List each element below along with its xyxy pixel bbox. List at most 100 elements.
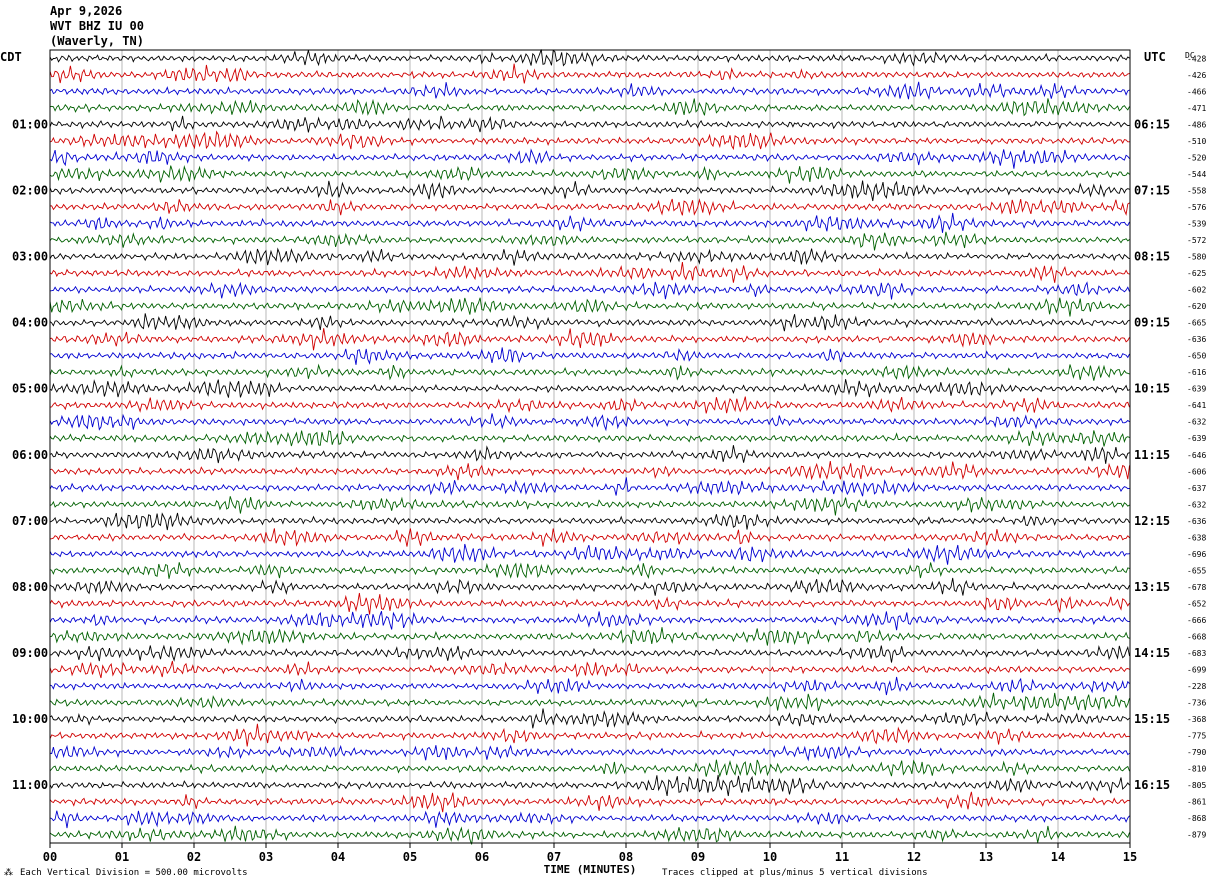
dc-offset-value: -641: [1187, 401, 1206, 410]
seismic-trace: [49, 49, 1130, 67]
dc-offset-value: -620: [1187, 302, 1206, 311]
dc-offset-value: -228: [1187, 682, 1206, 691]
utc-hour-label: 10:15: [1134, 382, 1170, 396]
seismic-trace: [49, 396, 1130, 414]
cdt-hour-label: 07:00: [12, 514, 48, 528]
cdt-hour-label: 10:00: [12, 712, 48, 726]
seismic-trace: [49, 825, 1130, 845]
seismic-trace: [49, 577, 1130, 596]
seismic-trace: [49, 198, 1130, 216]
seismic-trace: [49, 759, 1130, 778]
grid: [49, 50, 1131, 848]
seismic-trace: [49, 413, 1130, 432]
dc-offset-value: -683: [1187, 649, 1206, 658]
cdt-hour-label: 05:00: [12, 382, 48, 396]
x-tick-label: 14: [1051, 850, 1065, 864]
dc-offset-value: -652: [1187, 599, 1206, 608]
seismic-trace: [49, 247, 1130, 266]
x-tick-label: 11: [835, 850, 849, 864]
dc-offset-value: -632: [1187, 418, 1206, 427]
dc-offset-value: -368: [1187, 715, 1206, 724]
seismic-trace: [49, 180, 1130, 202]
cdt-hour-label: 03:00: [12, 250, 48, 264]
dc-offset-value: -665: [1187, 319, 1206, 328]
clip-note: Traces clipped at plus/minus 5 vertical …: [662, 868, 928, 878]
dc-offset-value: -520: [1187, 153, 1206, 162]
seismic-trace: [49, 562, 1130, 579]
x-tick-label: 07: [547, 850, 561, 864]
traces: [49, 49, 1130, 845]
dc-offset-value: -790: [1187, 748, 1206, 757]
seismic-trace: [49, 81, 1130, 101]
dc-offset-value: -558: [1187, 186, 1206, 195]
dc-offset-value: -576: [1187, 203, 1206, 212]
utc-hour-label: 16:15: [1134, 778, 1170, 792]
dc-offset-value: -868: [1187, 814, 1206, 823]
seismic-trace: [49, 445, 1130, 464]
x-tick-label: 03: [259, 850, 273, 864]
dc-offset-value: -879: [1187, 831, 1206, 840]
dc-offset-value: -572: [1187, 236, 1206, 245]
dc-offset-value: -696: [1187, 550, 1206, 559]
dc-offset-value: -699: [1187, 666, 1206, 675]
x-tick-label: 12: [907, 850, 921, 864]
cdt-hour-label: 04:00: [12, 316, 48, 330]
seismic-trace: [49, 63, 1130, 84]
dc-offset-value: -646: [1187, 451, 1206, 460]
seismic-trace: [49, 212, 1130, 233]
dc-offset-value: -805: [1187, 781, 1206, 790]
utc-hour-label: 08:15: [1134, 250, 1170, 264]
seismic-trace: [49, 644, 1130, 663]
x-tick-label: 13: [979, 850, 993, 864]
utc-hour-label: 13:15: [1134, 580, 1170, 594]
utc-hour-label: 14:15: [1134, 646, 1170, 660]
dc-offset-value: -638: [1187, 533, 1206, 542]
seismic-trace: [49, 429, 1130, 447]
seismic-trace: [49, 281, 1130, 300]
x-tick-label: 08: [619, 850, 633, 864]
seismic-trace: [49, 347, 1130, 365]
seismic-trace: [49, 379, 1130, 398]
dc-offset-value: -655: [1187, 566, 1206, 575]
cdt-hour-label: 08:00: [12, 580, 48, 594]
seismic-trace: [49, 262, 1130, 283]
seismic-trace: [49, 98, 1130, 117]
dc-offset-value: -625: [1187, 269, 1206, 278]
dc-offset-value: -616: [1187, 368, 1206, 377]
seismic-trace: [49, 676, 1130, 696]
cdt-hour-label: 09:00: [12, 646, 48, 660]
dc-offset-value: -426: [1187, 71, 1206, 80]
cdt-hour-label: 02:00: [12, 183, 48, 197]
seismic-trace: [50, 627, 1130, 646]
x-tick-label: 00: [43, 850, 57, 864]
dc-offset-value: -668: [1187, 632, 1206, 641]
seismic-trace: [49, 592, 1130, 615]
seismic-trace: [49, 611, 1130, 631]
seismic-trace: [49, 723, 1130, 747]
seismic-trace: [49, 708, 1130, 729]
x-tick-label: 05: [403, 850, 417, 864]
plot-frame: [49, 49, 1131, 844]
dc-offset-value: -736: [1187, 699, 1206, 708]
seismic-trace: [49, 692, 1130, 712]
seismic-trace: [49, 512, 1130, 531]
x-tick-label: 04: [331, 850, 345, 864]
seismic-trace: [49, 496, 1130, 516]
seismic-trace: [49, 297, 1130, 317]
seismic-trace: [49, 477, 1130, 497]
x-tick-label: 10: [763, 850, 777, 864]
dc-offset-value: -650: [1187, 352, 1206, 361]
x-tick-label: 09: [691, 850, 705, 864]
dc-offset-value: -539: [1187, 219, 1206, 228]
seismic-trace: [49, 130, 1130, 151]
plot-date: Apr 9,2026: [50, 4, 123, 18]
seismic-trace: [49, 115, 1130, 133]
seismic-trace: [49, 328, 1130, 351]
dc-offset-value: -678: [1187, 583, 1206, 592]
cdt-hour-label: 11:00: [12, 778, 48, 792]
dc-offset-value: -810: [1187, 765, 1206, 774]
utc-hour-label: 09:15: [1134, 316, 1170, 330]
scale-note: Each Vertical Division = 500.00 microvol…: [20, 868, 248, 878]
seismic-trace: [49, 744, 1130, 762]
